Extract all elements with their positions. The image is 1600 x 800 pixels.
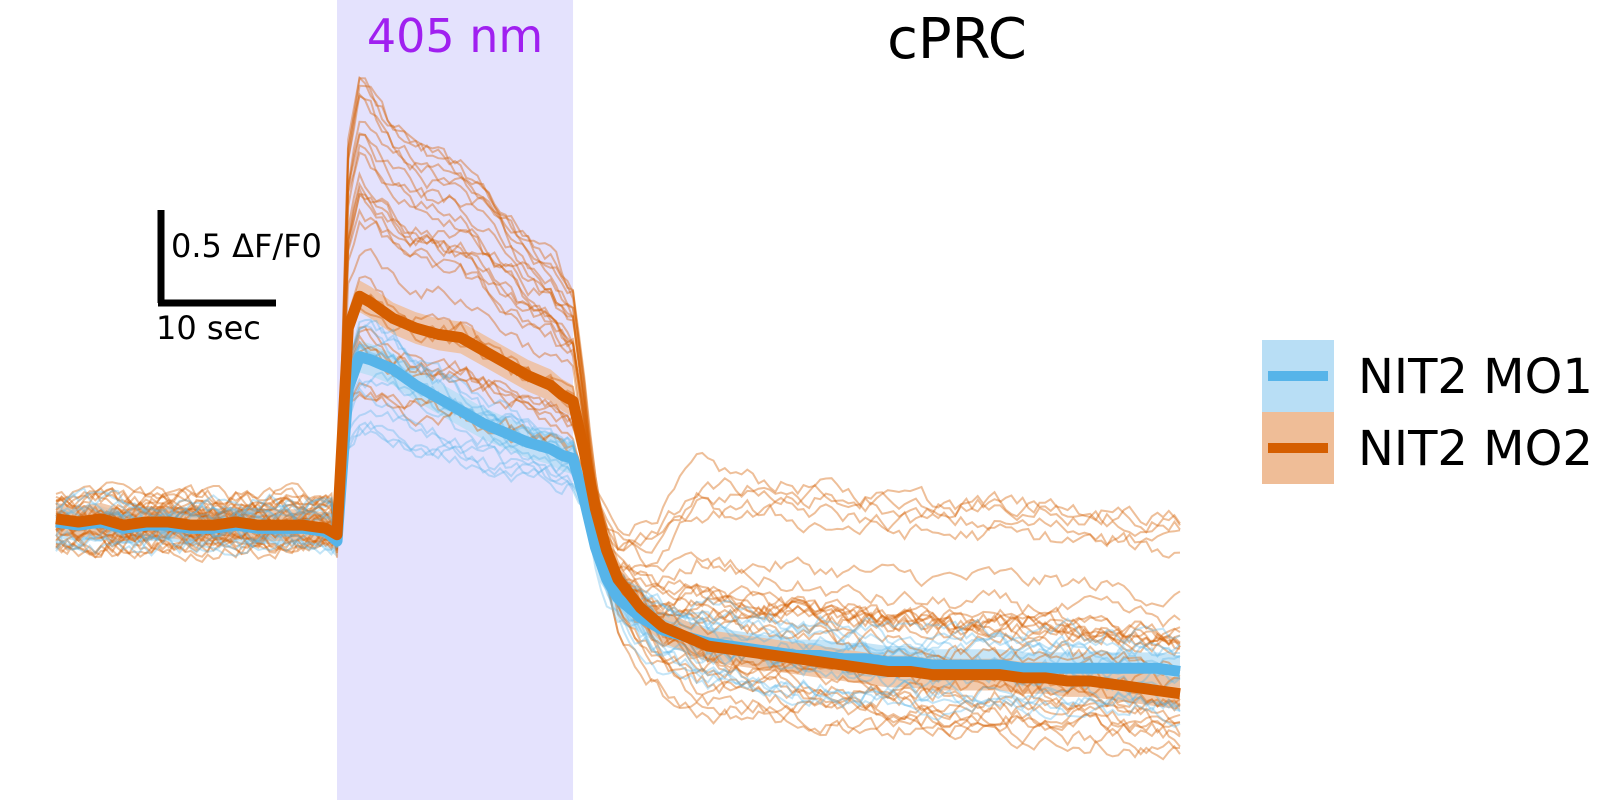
- individual-trace: [55, 306, 1181, 537]
- chart-title: cPRC: [887, 7, 1027, 72]
- individual-trace: [55, 219, 1181, 736]
- individual-trace: [55, 319, 1181, 728]
- scale-bar: 0.5 ΔF/F0 10 sec: [156, 210, 322, 347]
- legend-label: NIT2 MO1: [1358, 349, 1593, 405]
- individual-trace: [55, 185, 1181, 726]
- individual-trace: [55, 181, 1181, 556]
- individual-trace: [55, 324, 1181, 712]
- individual-trace: [55, 151, 1181, 761]
- stimulus-label: 405 nm: [367, 9, 543, 63]
- individual-trace: [55, 84, 1181, 558]
- legend-label: NIT2 MO2: [1358, 421, 1593, 477]
- individual-trace: [55, 77, 1181, 740]
- individual-trace: [55, 381, 1181, 629]
- scale-bar-x-label: 10 sec: [156, 309, 261, 347]
- scale-bar-y-label: 0.5 ΔF/F0: [171, 227, 322, 265]
- plot-area: [55, 75, 1181, 761]
- mean-traces: [55, 290, 1181, 700]
- legend: NIT2 MO1 NIT2 MO2: [1262, 340, 1593, 484]
- individual-trace: [55, 343, 1181, 659]
- individual-trace: [55, 208, 1181, 559]
- mean-line: [55, 290, 1181, 700]
- individual-trace: [55, 347, 1181, 647]
